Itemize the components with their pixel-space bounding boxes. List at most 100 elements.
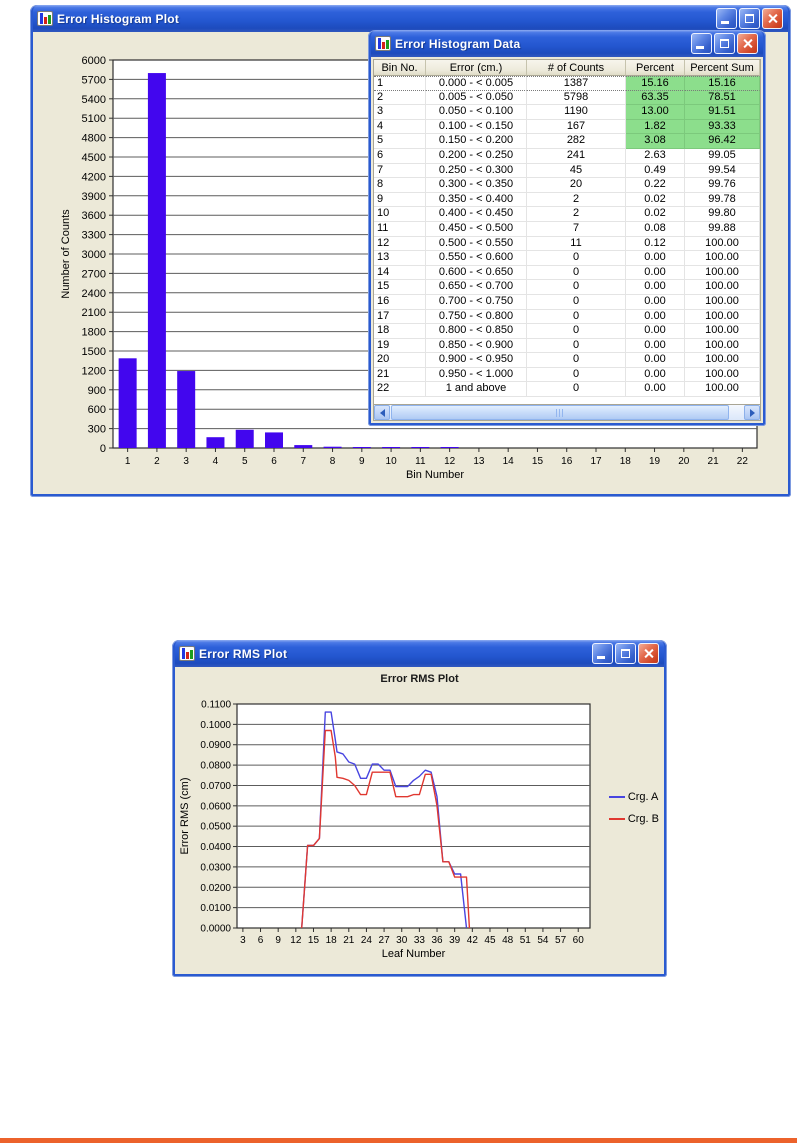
table-row[interactable]: 3 0.050 - < 0.100 1190 13.00 91.51 xyxy=(374,105,760,120)
histogram-bar xyxy=(147,73,166,448)
table-header-row: Bin No. Error (cm.) # of Counts Percent Perc… xyxy=(374,60,760,76)
table-cell: 21 xyxy=(374,367,426,383)
table-cell: 0.700 - < 0.750 xyxy=(426,294,527,310)
x-tick-label: 3 xyxy=(183,456,189,467)
horizontal-scrollbar[interactable] xyxy=(373,404,761,421)
close-button[interactable] xyxy=(737,33,758,54)
histogram-app-icon xyxy=(179,646,195,661)
table-row[interactable]: 8 0.300 - < 0.350 20 0.22 99.76 xyxy=(374,178,760,193)
table-row[interactable]: 14 0.600 - < 0.650 0 0.00 100.00 xyxy=(374,265,760,281)
x-tick-label: 51 xyxy=(520,935,532,946)
table-row[interactable]: 2 0.005 - < 0.050 5798 63.35 78.51 xyxy=(374,90,760,106)
table-row[interactable]: 6 0.200 - < 0.250 241 2.63 99.05 xyxy=(374,148,760,164)
minimize-button[interactable] xyxy=(716,8,737,29)
table-row[interactable]: 4 0.100 - < 0.150 167 1.82 93.33 xyxy=(374,119,760,135)
table-row[interactable]: 16 0.700 - < 0.750 0 0.00 100.00 xyxy=(374,294,760,310)
column-header[interactable]: # of Counts xyxy=(527,60,626,76)
x-tick-label: 18 xyxy=(620,456,632,467)
table-row[interactable]: 19 0.850 - < 0.900 0 0.00 100.00 xyxy=(374,338,760,354)
column-header[interactable]: Percent Sum xyxy=(685,60,760,76)
table-row[interactable]: 13 0.550 - < 0.600 0 0.00 100.00 xyxy=(374,251,760,266)
y-tick-label: 3600 xyxy=(82,210,106,222)
x-tick-label: 48 xyxy=(502,935,514,946)
table-cell: 100.00 xyxy=(685,338,760,354)
y-tick-label: 0.1000 xyxy=(200,720,231,731)
table-row[interactable]: 5 0.150 - < 0.200 282 3.08 96.42 xyxy=(374,134,760,149)
scroll-right-button[interactable] xyxy=(744,405,760,420)
table-cell: 3.08 xyxy=(626,134,685,149)
table-cell: 0.200 - < 0.250 xyxy=(426,148,527,164)
y-tick-label: 300 xyxy=(88,424,106,436)
scrollbar-grip-icon xyxy=(555,408,565,417)
table-cell: 0 xyxy=(527,309,626,325)
table-cell: 1.82 xyxy=(626,119,685,135)
y-tick-label: 4200 xyxy=(82,171,106,183)
table-cell: 0 xyxy=(527,265,626,281)
table-cell: 45 xyxy=(527,163,626,179)
table-row[interactable]: 12 0.500 - < 0.550 11 0.12 100.00 xyxy=(374,236,760,252)
histogram-app-icon xyxy=(375,36,391,51)
y-tick-label: 0.0100 xyxy=(200,903,231,914)
table-row[interactable]: 22 1 and above 0 0.00 100.00 xyxy=(374,382,760,398)
table-cell: 0.02 xyxy=(626,207,685,222)
table-row[interactable]: 17 0.750 - < 0.800 0 0.00 100.00 xyxy=(374,309,760,325)
maximize-button[interactable] xyxy=(739,8,760,29)
legend-item: Crg. B xyxy=(608,813,659,825)
x-tick-label: 15 xyxy=(308,935,320,946)
scroll-left-button[interactable] xyxy=(374,405,390,420)
table-row[interactable]: 20 0.900 - < 0.950 0 0.00 100.00 xyxy=(374,353,760,368)
table-cell: 22 xyxy=(374,382,426,398)
table-cell: 0 xyxy=(527,280,626,295)
scrollbar-track[interactable] xyxy=(390,405,744,420)
histogram-data-table: Bin No. Error (cm.) # of Counts Percent Perc… xyxy=(373,59,761,404)
minimize-button[interactable] xyxy=(691,33,712,54)
table-row[interactable]: 10 0.400 - < 0.450 2 0.02 99.80 xyxy=(374,207,760,222)
table-cell: 14 xyxy=(374,265,426,281)
close-icon xyxy=(643,648,654,659)
table-cell: 0.49 xyxy=(626,163,685,179)
data-window-titlebar[interactable]: Error Histogram Data xyxy=(371,30,763,57)
rms-window-titlebar[interactable]: Error RMS Plot xyxy=(175,640,664,667)
x-tick-label: 11 xyxy=(415,456,426,467)
histogram-window-titlebar[interactable]: Error Histogram Plot xyxy=(33,5,788,32)
x-tick-label: 22 xyxy=(737,456,749,467)
column-header[interactable]: Percent xyxy=(626,60,685,76)
minimize-button[interactable] xyxy=(592,643,613,664)
histogram-app-icon xyxy=(37,11,53,26)
table-row[interactable]: 9 0.350 - < 0.400 2 0.02 99.78 xyxy=(374,192,760,208)
y-axis-title: Error RMS (cm) xyxy=(179,778,191,855)
maximize-button[interactable] xyxy=(714,33,735,54)
arrow-right-icon xyxy=(749,408,755,417)
x-tick-label: 12 xyxy=(290,935,302,946)
close-button[interactable] xyxy=(638,643,659,664)
table-cell: 100.00 xyxy=(685,353,760,368)
table-cell: 99.88 xyxy=(685,221,760,237)
y-tick-label: 5700 xyxy=(82,74,106,86)
maximize-button[interactable] xyxy=(615,643,636,664)
column-header[interactable]: Error (cm.) xyxy=(426,60,527,76)
table-cell: 0.750 - < 0.800 xyxy=(426,309,527,325)
y-tick-label: 0.0300 xyxy=(200,862,231,873)
table-row[interactable]: 15 0.650 - < 0.700 0 0.00 100.00 xyxy=(374,280,760,295)
y-tick-label: 1200 xyxy=(82,365,106,377)
y-tick-label: 0.0200 xyxy=(200,883,231,894)
x-tick-label: 39 xyxy=(449,935,461,946)
scrollbar-thumb[interactable] xyxy=(391,405,729,420)
table-cell: 282 xyxy=(527,134,626,149)
table-cell: 100.00 xyxy=(685,367,760,383)
table-cell: 0.02 xyxy=(626,192,685,208)
table-row[interactable]: 11 0.450 - < 0.500 7 0.08 99.88 xyxy=(374,221,760,237)
table-row[interactable]: 21 0.950 - < 1.000 0 0.00 100.00 xyxy=(374,367,760,383)
y-tick-label: 0.1100 xyxy=(201,700,231,711)
table-row[interactable]: 1 0.000 - < 0.005 1387 15.16 15.16 xyxy=(374,76,760,91)
close-button[interactable] xyxy=(762,8,783,29)
table-cell: 2 xyxy=(374,90,426,106)
table-row[interactable]: 18 0.800 - < 0.850 0 0.00 100.00 xyxy=(374,324,760,339)
column-header[interactable]: Bin No. xyxy=(374,60,426,76)
x-tick-label: 10 xyxy=(386,456,398,467)
histogram-bar xyxy=(177,371,196,448)
table-cell: 0.800 - < 0.850 xyxy=(426,324,527,339)
table-cell: 20 xyxy=(374,353,426,368)
x-tick-label: 30 xyxy=(396,935,408,946)
table-row[interactable]: 7 0.250 - < 0.300 45 0.49 99.54 xyxy=(374,163,760,179)
